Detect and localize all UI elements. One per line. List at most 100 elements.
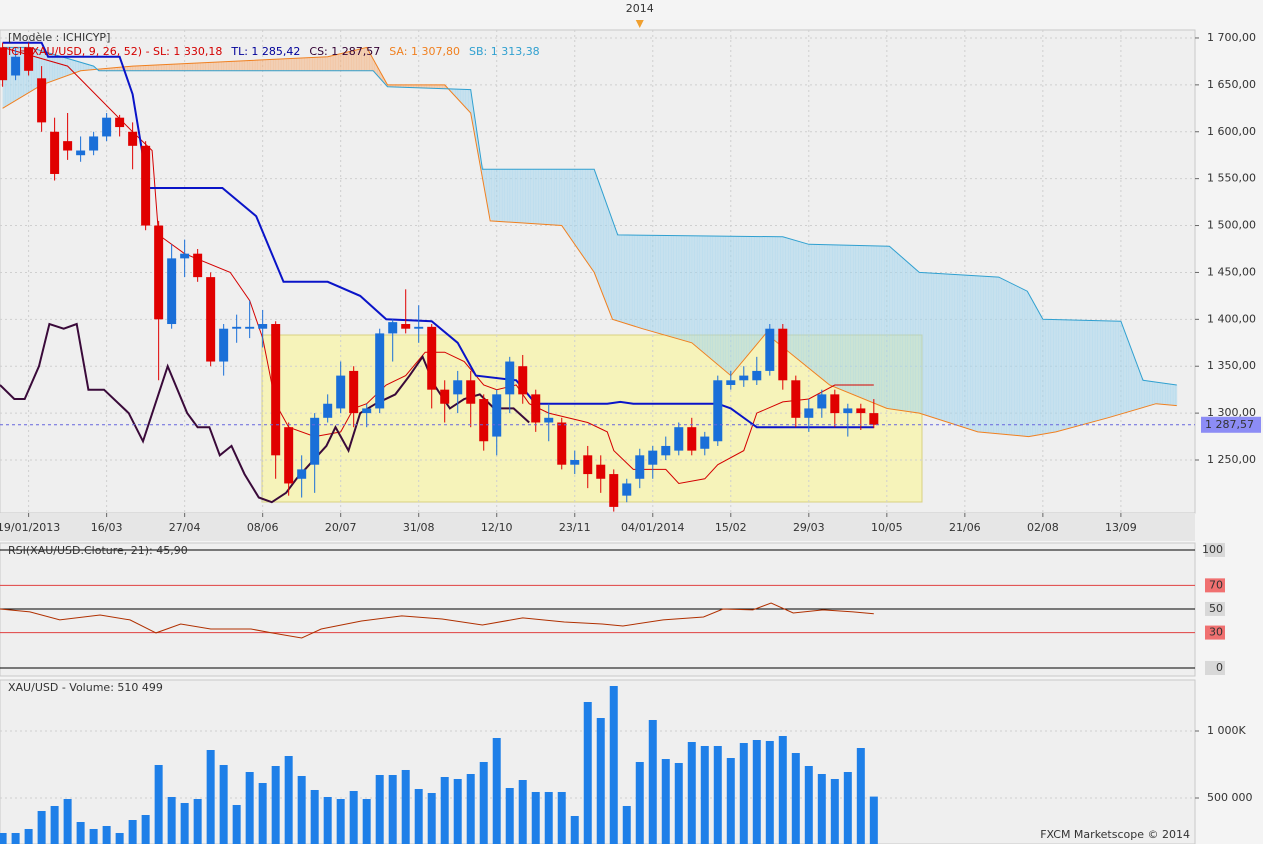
cloud-fill — [988, 276, 992, 434]
rsi-panel — [0, 542, 1196, 677]
cloud-fill — [933, 273, 937, 419]
cloud-fill — [1110, 320, 1114, 418]
volume-bar — [63, 799, 72, 844]
cloud-fill — [634, 235, 638, 328]
cloud-fill — [507, 169, 511, 223]
volume-bar — [310, 789, 319, 844]
cloud-fill — [837, 244, 841, 390]
cloud-fill — [312, 57, 316, 71]
cloud-fill — [1042, 319, 1046, 435]
cloud-fill — [608, 209, 612, 316]
volume-bar — [544, 791, 553, 844]
cloud-fill — [1097, 320, 1101, 421]
cloud-fill — [626, 235, 630, 325]
cloud-fill — [338, 53, 342, 71]
cloud-fill — [1167, 383, 1171, 406]
volume-bar — [271, 765, 280, 844]
volume-bar — [804, 765, 813, 844]
candle-body — [167, 258, 177, 325]
cloud-fill — [270, 59, 274, 71]
cloud-fill — [192, 63, 196, 71]
cloud-fill — [772, 236, 776, 341]
volume-bar — [349, 791, 358, 844]
cloud-fill — [566, 169, 570, 237]
cloud-fill — [470, 89, 474, 128]
volume-bar — [37, 810, 46, 844]
cloud-fill — [1066, 319, 1070, 430]
candle-body — [271, 324, 281, 456]
cloud-fill — [769, 236, 773, 339]
cloud-fill — [905, 259, 909, 412]
volume-bar — [206, 750, 215, 844]
cloud-fill — [709, 235, 713, 361]
candle-body — [440, 389, 450, 404]
x-tick-label: 12/10 — [481, 521, 513, 534]
panel-title: RSI(XAU/USD.Cloture, 21): 45,90 — [8, 544, 188, 557]
volume-bar — [362, 799, 371, 844]
cloud-fill — [1133, 355, 1137, 411]
cloud-fill — [520, 169, 524, 223]
cloud-fill — [377, 66, 381, 79]
cloud-fill — [993, 276, 997, 434]
cloud-fill — [1048, 319, 1052, 434]
volume-bar — [180, 802, 189, 844]
cloud-fill — [756, 236, 760, 345]
cloud-fill — [897, 253, 901, 411]
cloud-fill — [439, 84, 443, 89]
cloud-fill — [881, 245, 885, 408]
cloud-fill — [600, 187, 604, 296]
cloud-fill — [535, 169, 539, 225]
candle-body — [492, 394, 502, 437]
volume-bar — [674, 762, 683, 844]
cloud-fill — [582, 169, 586, 260]
volume-bar — [245, 772, 254, 844]
cloud-fill — [530, 169, 534, 224]
cloud-fill — [894, 250, 898, 410]
cloud-fill — [683, 235, 687, 342]
x-tick-label: 08/06 — [247, 521, 279, 534]
candle-body — [661, 445, 671, 456]
cloud-fill — [1123, 328, 1127, 414]
cloud-fill — [434, 84, 438, 89]
cloud-fill — [998, 277, 1002, 435]
cloud-fill — [670, 235, 674, 338]
cloud-fill — [1011, 283, 1015, 436]
candle-body — [63, 141, 73, 151]
cloud-fill — [1014, 284, 1018, 436]
volume-bar — [869, 796, 878, 844]
cloud-fill — [150, 65, 154, 71]
cloud-fill — [959, 274, 963, 427]
cloud-fill — [356, 49, 360, 71]
legend-item: TL: 1 285,42 — [230, 45, 300, 58]
cloud-fill — [782, 236, 786, 350]
cloud-fill — [694, 235, 698, 348]
cloud-fill — [743, 236, 747, 360]
cloud-fill — [1074, 320, 1078, 427]
cloud-fill — [1131, 349, 1135, 411]
cloud-fill — [572, 169, 576, 245]
cloud-fill — [1159, 382, 1163, 405]
cloud-fill — [1118, 321, 1122, 415]
cloud-fill — [827, 244, 831, 385]
cloud-fill — [923, 272, 927, 416]
cloud-fill — [1157, 382, 1161, 405]
candle-body — [453, 380, 463, 395]
cloud-fill — [944, 273, 948, 422]
cloud-fill — [548, 169, 552, 225]
cloud-fill — [785, 237, 789, 352]
last-price-box — [1201, 416, 1261, 433]
cloud-fill — [1113, 321, 1117, 417]
cloud-fill — [132, 65, 136, 71]
cloud-fill — [1126, 335, 1130, 413]
cloud-fill — [275, 59, 279, 71]
cloud-fill — [853, 245, 857, 396]
cloud-fill — [712, 236, 716, 363]
cloud-fill — [829, 244, 833, 387]
cloud-fill — [699, 235, 703, 352]
cloud-fill — [847, 245, 851, 394]
cloud-fill — [205, 62, 209, 71]
cloud-fill — [299, 57, 303, 71]
volume-bar — [232, 804, 241, 844]
cloud-fill — [585, 169, 589, 264]
cloud-fill — [553, 169, 557, 226]
